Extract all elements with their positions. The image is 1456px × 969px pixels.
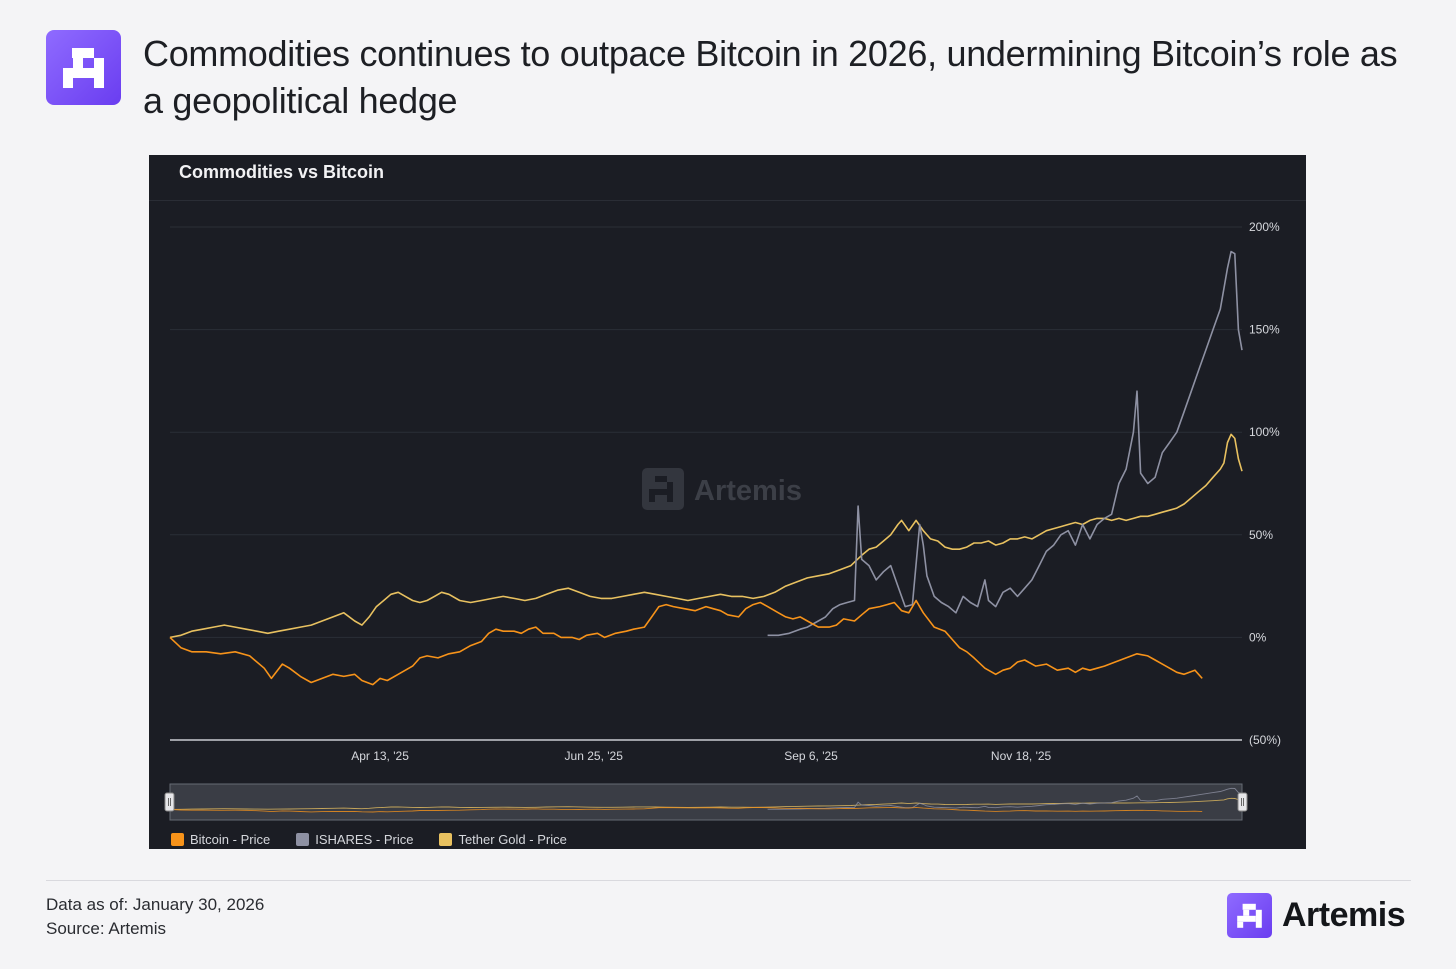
navigator-series	[169, 787, 1243, 813]
y-tick-label: 0%	[1249, 630, 1267, 644]
artemis-logo-icon	[1227, 893, 1272, 938]
x-tick-label: Sep 6, '25	[784, 749, 838, 763]
grid-lines	[170, 226, 1242, 741]
navigator-window[interactable]	[169, 783, 1243, 821]
y-tick-label: (50%)	[1249, 733, 1281, 747]
page-title: Commodities continues to outpace Bitcoin…	[143, 33, 1398, 121]
legend-swatch	[171, 833, 184, 846]
series-line-ishares-price	[767, 250, 1243, 637]
navigator-series-line	[767, 787, 1243, 810]
legend-item-ishares[interactable]: ISHARES - Price	[296, 832, 413, 847]
x-tick-label: Jun 25, '25	[565, 749, 624, 763]
x-axis-ticks: Apr 13, '25 Jun 25, '25 Sep 6, '25 Nov 18, …	[351, 749, 1051, 763]
legend-label: ISHARES - Price	[315, 832, 414, 847]
panel-divider	[149, 200, 1306, 201]
legend-swatch	[439, 833, 453, 846]
brand-name: Artemis	[1282, 896, 1406, 934]
y-tick-label: 100%	[1249, 425, 1280, 439]
chart-panel: Commodities vs Bitcoin Artemis 200% 150% 1…	[149, 155, 1306, 849]
legend-label: Bitcoin - Price	[190, 832, 271, 847]
y-tick-label: 50%	[1249, 528, 1273, 542]
line-chart: Artemis 200% 150% 100% 50% 0% (50%) Apr 13, '…	[164, 220, 1281, 821]
y-axis-ticks: 200% 150% 100% 50% 0% (50%)	[1249, 220, 1281, 747]
series-lines	[169, 250, 1243, 686]
source-note: Source: Artemis	[46, 919, 166, 938]
series-line-bitcoin-price	[169, 599, 1203, 686]
navigator-series-line	[169, 797, 1243, 810]
y-tick-label: 200%	[1249, 220, 1280, 234]
navigator-left-handle[interactable]	[164, 792, 175, 812]
artemis-logo-icon	[46, 30, 121, 105]
footer-brand: Artemis	[1227, 893, 1406, 938]
footer-notes: Data as of: January 30, 2026 Source: Art…	[46, 893, 264, 941]
range-navigator[interactable]	[164, 783, 1248, 821]
y-tick-label: 150%	[1249, 323, 1280, 337]
legend-item-bitcoin[interactable]: Bitcoin - Price	[171, 832, 270, 847]
navigator-right-handle[interactable]	[1237, 792, 1248, 812]
x-tick-label: Apr 13, '25	[351, 749, 409, 763]
data-as-of: Data as of: January 30, 2026	[46, 895, 265, 914]
footer-divider	[46, 880, 1411, 881]
chart-title: Commodities vs Bitcoin	[179, 162, 385, 182]
legend-swatch	[296, 833, 310, 846]
navigator-series-line	[169, 806, 1203, 813]
series-line-tether-gold-price	[169, 433, 1243, 639]
watermark-text: Artemis	[694, 475, 802, 507]
legend-item-tether-gold[interactable]: Tether Gold - Price	[439, 832, 567, 847]
watermark: Artemis	[642, 468, 802, 510]
legend-label: Tether Gold - Price	[458, 832, 567, 847]
chart-legend: Bitcoin - Price ISHARES - Price Tether G…	[171, 832, 567, 847]
x-tick-label: Nov 18, '25	[991, 749, 1052, 763]
